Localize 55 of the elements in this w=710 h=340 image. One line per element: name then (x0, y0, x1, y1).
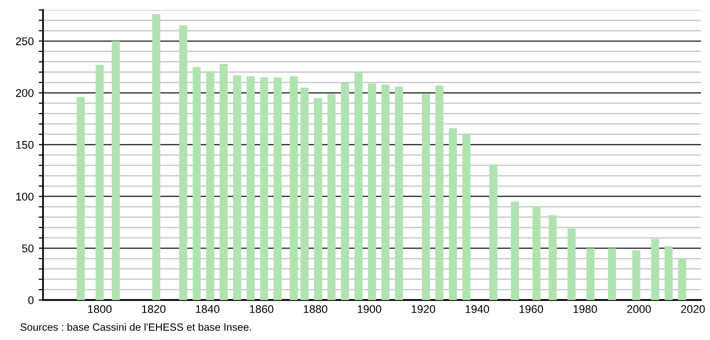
bar (220, 64, 228, 300)
x-tick-label: 2000 (627, 305, 651, 314)
bar (664, 246, 673, 300)
bar (300, 88, 309, 300)
x-tick-label: 1840 (196, 305, 220, 314)
bar (192, 66, 201, 300)
bar (586, 248, 594, 300)
bar (381, 84, 390, 300)
bar (112, 41, 120, 300)
y-tick-label: 100 (16, 192, 34, 201)
bar (328, 94, 336, 300)
y-tick-label: 200 (16, 89, 34, 97)
x-tick-label: 1980 (574, 305, 597, 314)
bar (462, 134, 470, 300)
bar (246, 76, 255, 300)
bar (368, 84, 376, 300)
bar (233, 75, 242, 300)
bar (651, 238, 660, 300)
x-tick-label: 1940 (466, 305, 490, 314)
x-tick-label: 1900 (358, 305, 382, 314)
x-tick-label: 1960 (520, 305, 544, 314)
bar (608, 248, 616, 300)
y-tick-label: 50 (22, 244, 34, 252)
bar (314, 98, 322, 300)
bar (394, 86, 404, 300)
bar (435, 86, 444, 300)
bar (179, 26, 188, 300)
x-tick-label: 1920 (412, 305, 436, 314)
y-tick-label: 250 (16, 37, 34, 46)
bar (532, 206, 541, 300)
bar (96, 64, 104, 300)
x-tick-label: 1860 (250, 305, 274, 314)
bar (152, 14, 160, 300)
bar (290, 76, 298, 300)
bar (354, 72, 363, 300)
y-tick-label: 150 (16, 140, 34, 149)
bar (678, 258, 686, 300)
x-tick-label: 1800 (88, 305, 112, 314)
bar (510, 202, 519, 300)
bar (274, 77, 282, 300)
bar (76, 97, 85, 300)
bar (422, 94, 430, 300)
bar (448, 128, 457, 300)
bar (206, 71, 214, 300)
bar (340, 82, 350, 300)
bar (489, 164, 498, 300)
y-tick-label: 0 (28, 296, 34, 304)
x-tick-label: 1820 (142, 305, 166, 314)
x-tick-label: 2020 (681, 305, 705, 314)
source-note: Sources : base Cassini de l'EHESS et base Insee. (20, 323, 251, 331)
bar (548, 215, 557, 300)
bar (568, 228, 576, 300)
bar (260, 77, 268, 300)
bar (632, 250, 640, 300)
x-tick-label: 1880 (304, 305, 328, 314)
